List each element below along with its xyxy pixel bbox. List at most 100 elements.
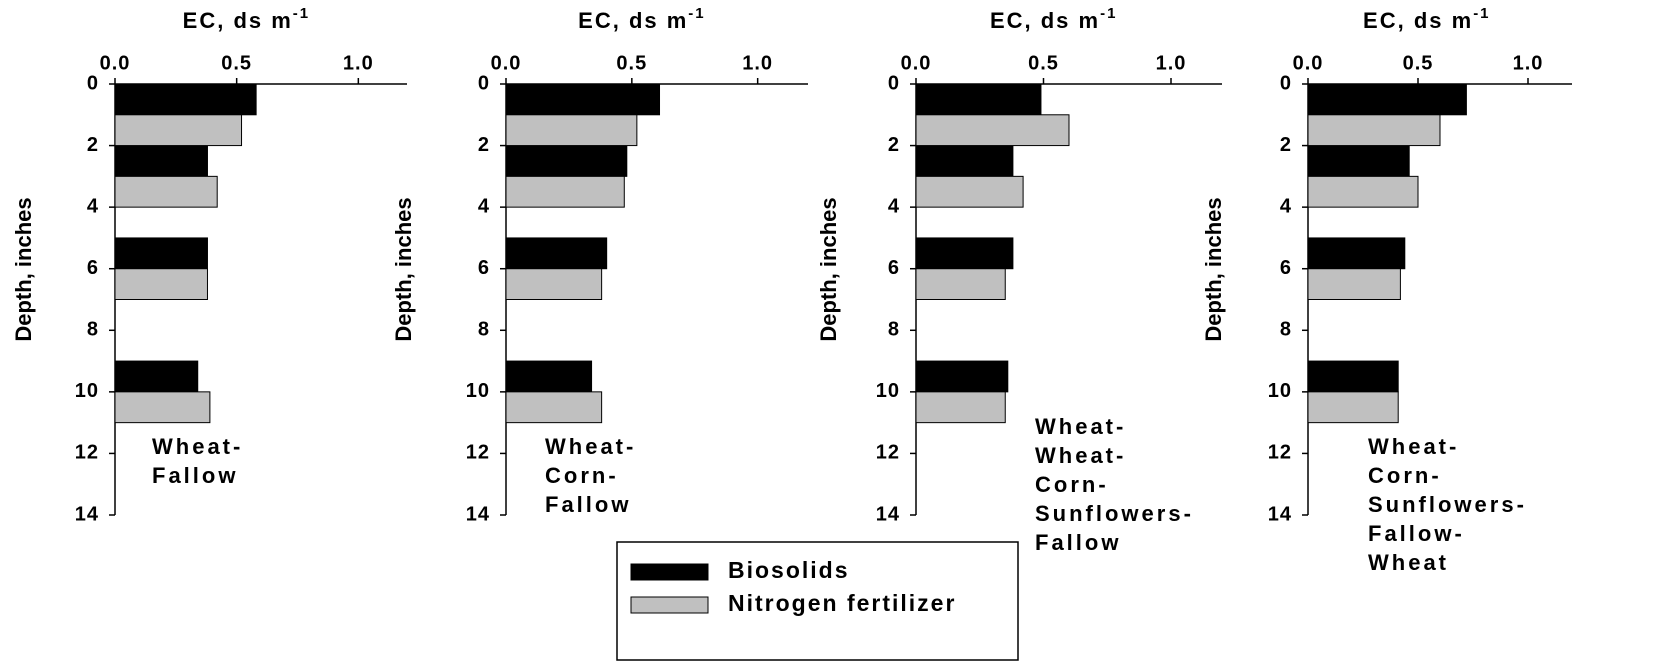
bar: [114, 391, 211, 424]
x-tick-label: 0.0: [1293, 52, 1324, 74]
y-tick-label: 6: [478, 257, 490, 279]
y-tick-label: 12: [466, 442, 490, 464]
bar: [505, 175, 625, 208]
bar: [915, 114, 1070, 147]
bar: [1307, 268, 1401, 301]
annotation: Wheat-: [545, 434, 636, 459]
bar: [114, 145, 208, 177]
bar: [915, 83, 1042, 116]
annotation: Corn-: [545, 463, 619, 488]
x-tick-label: 1.0: [343, 52, 374, 74]
x-tick-label: 1.0: [1513, 52, 1544, 74]
bar: [505, 83, 661, 116]
y-tick-label: 10: [466, 380, 490, 402]
bar: [505, 145, 628, 177]
bar: [114, 83, 257, 116]
bar: [505, 360, 593, 393]
bar: [1307, 145, 1410, 177]
y-tick-label: 6: [1280, 257, 1292, 279]
bar: [1307, 360, 1399, 393]
legend-swatch: [630, 596, 709, 614]
bar: [915, 268, 1006, 301]
x-axis-label-superscript: -1: [1100, 5, 1117, 22]
bar: [114, 268, 208, 301]
y-axis-label: Depth, inches: [1201, 197, 1226, 341]
annotation: Wheat: [1368, 550, 1449, 575]
y-tick-label: 2: [1280, 134, 1292, 156]
x-axis-label-superscript: -1: [293, 5, 310, 22]
y-tick-label: 2: [478, 134, 490, 156]
x-axis-label-text: EC, ds m: [1363, 8, 1473, 33]
y-tick-label: 0: [478, 72, 490, 94]
bar: [915, 237, 1014, 270]
bar: [505, 237, 608, 270]
x-tick-label: 0.5: [221, 52, 252, 74]
legend-label: Biosolids: [728, 557, 850, 583]
bar: [114, 114, 243, 147]
x-tick-label: 0.0: [100, 52, 131, 74]
y-tick-label: 4: [888, 195, 900, 217]
annotation: Fallow: [152, 463, 238, 488]
x-axis-label-superscript: -1: [688, 5, 705, 22]
annotation: Fallow: [1035, 530, 1121, 555]
bar: [114, 237, 208, 270]
bar: [915, 391, 1006, 424]
x-axis-label-text: EC, ds m: [183, 8, 293, 33]
y-tick-label: 12: [876, 442, 900, 464]
y-tick-label: 0: [888, 72, 900, 94]
annotation: Corn-: [1035, 472, 1109, 497]
x-axis-label-superscript: -1: [1473, 5, 1490, 22]
bar: [505, 114, 638, 147]
y-axis-label: Depth, inches: [816, 197, 841, 341]
y-tick-label: 10: [75, 380, 99, 402]
y-tick-label: 6: [888, 257, 900, 279]
x-tick-label: 0.5: [1403, 52, 1434, 74]
x-axis-label: EC, ds m-1: [183, 5, 310, 33]
x-axis-label: EC, ds m-1: [990, 5, 1117, 33]
y-tick-label: 14: [876, 503, 900, 525]
y-tick-label: 6: [87, 257, 99, 279]
legend-label: Nitrogen fertilizer: [728, 590, 956, 616]
bar: [1307, 175, 1419, 208]
x-axis-label-text: EC, ds m: [578, 8, 688, 33]
y-tick-label: 8: [888, 319, 900, 341]
bar: [505, 268, 603, 301]
y-tick-label: 2: [888, 134, 900, 156]
y-tick-label: 14: [75, 503, 99, 525]
annotation: Wheat-: [1035, 443, 1126, 468]
y-tick-label: 14: [1268, 503, 1292, 525]
annotation: Corn-: [1368, 463, 1442, 488]
x-tick-label: 0.5: [616, 52, 647, 74]
x-tick-label: 1.0: [1156, 52, 1187, 74]
bar: [1307, 237, 1406, 270]
legend-swatch: [630, 563, 709, 581]
annotation: Sunflowers-: [1035, 501, 1194, 526]
bar: [915, 175, 1024, 208]
y-tick-label: 8: [87, 319, 99, 341]
y-tick-label: 12: [1268, 442, 1292, 464]
annotation: Wheat-: [152, 434, 243, 459]
y-tick-label: 4: [1280, 195, 1292, 217]
y-tick-label: 14: [466, 503, 490, 525]
y-tick-label: 8: [478, 319, 490, 341]
bar: [1307, 391, 1399, 424]
x-tick-label: 0.0: [491, 52, 522, 74]
y-tick-label: 4: [87, 195, 99, 217]
y-axis-label: Depth, inches: [11, 197, 36, 341]
x-tick-label: 0.0: [901, 52, 932, 74]
y-tick-label: 4: [478, 195, 490, 217]
bar: [114, 360, 199, 393]
annotation: Sunflowers-: [1368, 492, 1527, 517]
y-tick-label: 0: [1280, 72, 1292, 94]
y-tick-label: 10: [1268, 380, 1292, 402]
bar: [1307, 83, 1467, 116]
y-tick-label: 12: [75, 442, 99, 464]
y-tick-label: 0: [87, 72, 99, 94]
x-axis-label: EC, ds m-1: [578, 5, 705, 33]
y-tick-label: 10: [876, 380, 900, 402]
annotation: Wheat-: [1035, 414, 1126, 439]
bar: [114, 175, 218, 208]
y-axis-label: Depth, inches: [391, 197, 416, 341]
annotation: Fallow-: [1368, 521, 1465, 546]
x-tick-label: 0.5: [1028, 52, 1059, 74]
